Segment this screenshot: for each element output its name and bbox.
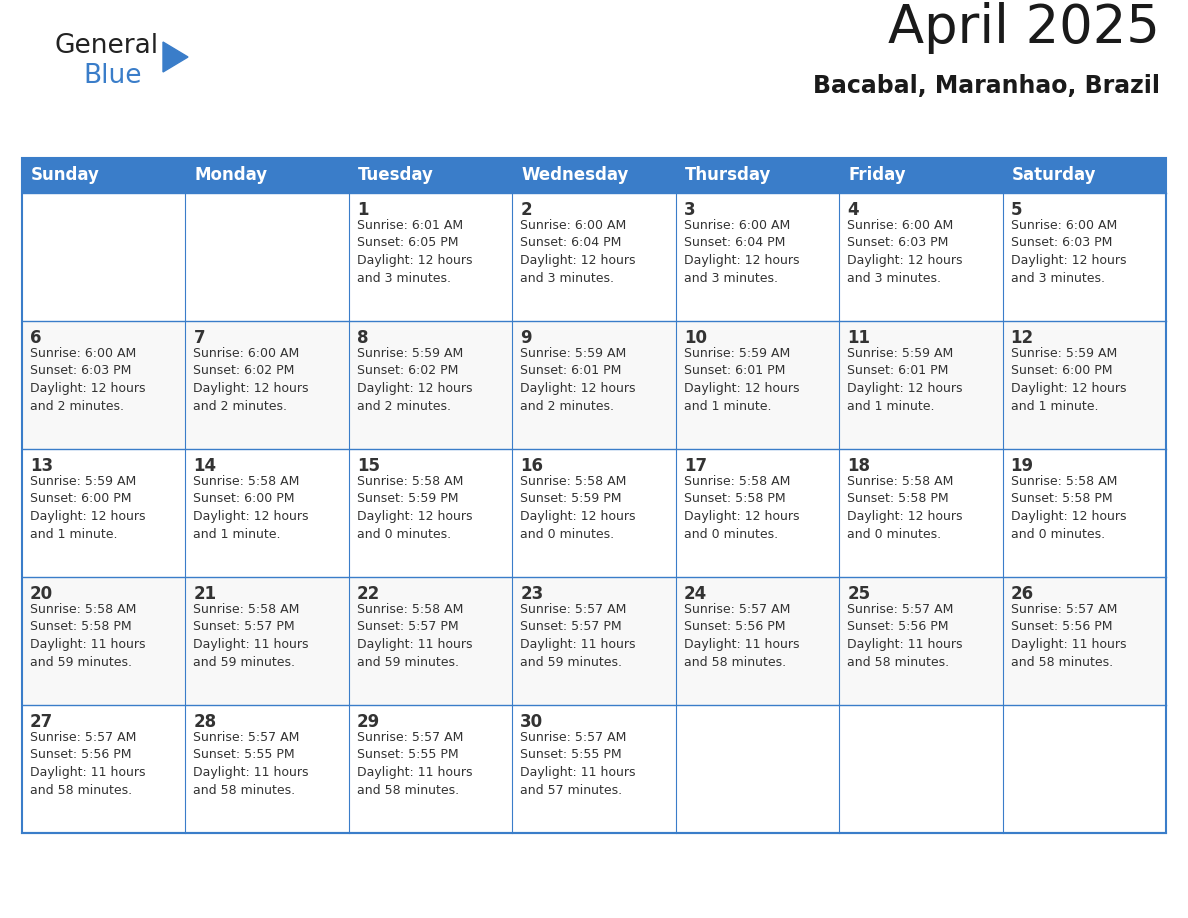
Text: Sunrise: 5:58 AM
Sunset: 6:00 PM
Daylight: 12 hours
and 1 minute.: Sunrise: 5:58 AM Sunset: 6:00 PM Dayligh… <box>194 475 309 541</box>
Bar <box>23 193 1165 321</box>
Text: Bacabal, Maranhao, Brazil: Bacabal, Maranhao, Brazil <box>813 74 1159 98</box>
Text: General: General <box>55 33 159 59</box>
Text: Sunrise: 5:58 AM
Sunset: 5:58 PM
Daylight: 12 hours
and 0 minutes.: Sunrise: 5:58 AM Sunset: 5:58 PM Dayligh… <box>847 475 962 541</box>
Bar <box>349 158 512 193</box>
Text: Sunrise: 6:00 AM
Sunset: 6:03 PM
Daylight: 12 hours
and 3 minutes.: Sunrise: 6:00 AM Sunset: 6:03 PM Dayligh… <box>1011 219 1126 285</box>
Text: 18: 18 <box>847 457 870 475</box>
Text: 5: 5 <box>1011 201 1022 219</box>
Text: Monday: Monday <box>195 166 267 185</box>
Text: 19: 19 <box>1011 457 1034 475</box>
Text: Sunrise: 5:57 AM
Sunset: 5:55 PM
Daylight: 11 hours
and 58 minutes.: Sunrise: 5:57 AM Sunset: 5:55 PM Dayligh… <box>356 731 473 797</box>
Text: 7: 7 <box>194 329 206 347</box>
Text: 17: 17 <box>684 457 707 475</box>
Text: 9: 9 <box>520 329 532 347</box>
Text: 6: 6 <box>30 329 42 347</box>
Text: Tuesday: Tuesday <box>358 166 434 185</box>
Text: Sunrise: 6:00 AM
Sunset: 6:03 PM
Daylight: 12 hours
and 2 minutes.: Sunrise: 6:00 AM Sunset: 6:03 PM Dayligh… <box>30 347 145 412</box>
Text: Sunrise: 5:57 AM
Sunset: 5:55 PM
Daylight: 11 hours
and 58 minutes.: Sunrise: 5:57 AM Sunset: 5:55 PM Dayligh… <box>194 731 309 797</box>
Text: 4: 4 <box>847 201 859 219</box>
Text: 3: 3 <box>684 201 695 219</box>
Text: 26: 26 <box>1011 585 1034 603</box>
Text: 21: 21 <box>194 585 216 603</box>
Text: 8: 8 <box>356 329 368 347</box>
Text: Sunrise: 6:00 AM
Sunset: 6:03 PM
Daylight: 12 hours
and 3 minutes.: Sunrise: 6:00 AM Sunset: 6:03 PM Dayligh… <box>847 219 962 285</box>
Text: 27: 27 <box>30 713 53 731</box>
Text: 11: 11 <box>847 329 870 347</box>
Text: Sunrise: 5:59 AM
Sunset: 6:00 PM
Daylight: 12 hours
and 1 minute.: Sunrise: 5:59 AM Sunset: 6:00 PM Dayligh… <box>30 475 145 541</box>
Text: Sunrise: 5:59 AM
Sunset: 6:02 PM
Daylight: 12 hours
and 2 minutes.: Sunrise: 5:59 AM Sunset: 6:02 PM Dayligh… <box>356 347 473 412</box>
Bar <box>23 321 1165 449</box>
Text: Sunrise: 5:58 AM
Sunset: 5:59 PM
Daylight: 12 hours
and 0 minutes.: Sunrise: 5:58 AM Sunset: 5:59 PM Dayligh… <box>356 475 473 541</box>
Text: Blue: Blue <box>83 63 141 89</box>
Bar <box>23 577 1165 705</box>
Text: 30: 30 <box>520 713 543 731</box>
Polygon shape <box>163 42 188 72</box>
Text: Sunrise: 5:58 AM
Sunset: 5:58 PM
Daylight: 12 hours
and 0 minutes.: Sunrise: 5:58 AM Sunset: 5:58 PM Dayligh… <box>684 475 800 541</box>
Text: 20: 20 <box>30 585 53 603</box>
Text: Sunrise: 5:59 AM
Sunset: 6:01 PM
Daylight: 12 hours
and 1 minute.: Sunrise: 5:59 AM Sunset: 6:01 PM Dayligh… <box>847 347 962 412</box>
Text: Sunrise: 6:00 AM
Sunset: 6:04 PM
Daylight: 12 hours
and 3 minutes.: Sunrise: 6:00 AM Sunset: 6:04 PM Dayligh… <box>684 219 800 285</box>
Text: Friday: Friday <box>848 166 905 185</box>
Text: Thursday: Thursday <box>684 166 771 185</box>
Bar <box>185 158 349 193</box>
Text: 25: 25 <box>847 585 871 603</box>
Text: 10: 10 <box>684 329 707 347</box>
Text: Sunrise: 5:58 AM
Sunset: 5:58 PM
Daylight: 11 hours
and 59 minutes.: Sunrise: 5:58 AM Sunset: 5:58 PM Dayligh… <box>30 603 145 668</box>
Text: Saturday: Saturday <box>1011 166 1097 185</box>
Text: Sunrise: 5:58 AM
Sunset: 5:58 PM
Daylight: 12 hours
and 0 minutes.: Sunrise: 5:58 AM Sunset: 5:58 PM Dayligh… <box>1011 475 1126 541</box>
Text: 22: 22 <box>356 585 380 603</box>
Text: Sunrise: 5:59 AM
Sunset: 6:00 PM
Daylight: 12 hours
and 1 minute.: Sunrise: 5:59 AM Sunset: 6:00 PM Dayligh… <box>1011 347 1126 412</box>
Text: April 2025: April 2025 <box>889 2 1159 54</box>
Text: Sunrise: 5:57 AM
Sunset: 5:56 PM
Daylight: 11 hours
and 58 minutes.: Sunrise: 5:57 AM Sunset: 5:56 PM Dayligh… <box>1011 603 1126 668</box>
Bar <box>512 158 676 193</box>
Bar <box>23 158 1165 833</box>
Text: Wednesday: Wednesday <box>522 166 628 185</box>
Text: Sunrise: 5:58 AM
Sunset: 5:59 PM
Daylight: 12 hours
and 0 minutes.: Sunrise: 5:58 AM Sunset: 5:59 PM Dayligh… <box>520 475 636 541</box>
Text: Sunrise: 5:57 AM
Sunset: 5:56 PM
Daylight: 11 hours
and 58 minutes.: Sunrise: 5:57 AM Sunset: 5:56 PM Dayligh… <box>30 731 145 797</box>
Text: 24: 24 <box>684 585 707 603</box>
Text: Sunrise: 5:57 AM
Sunset: 5:56 PM
Daylight: 11 hours
and 58 minutes.: Sunrise: 5:57 AM Sunset: 5:56 PM Dayligh… <box>847 603 962 668</box>
Text: 12: 12 <box>1011 329 1034 347</box>
Bar <box>839 158 1003 193</box>
Text: Sunrise: 5:58 AM
Sunset: 5:57 PM
Daylight: 11 hours
and 59 minutes.: Sunrise: 5:58 AM Sunset: 5:57 PM Dayligh… <box>194 603 309 668</box>
Text: 13: 13 <box>30 457 53 475</box>
Text: Sunrise: 5:57 AM
Sunset: 5:56 PM
Daylight: 11 hours
and 58 minutes.: Sunrise: 5:57 AM Sunset: 5:56 PM Dayligh… <box>684 603 800 668</box>
Text: 14: 14 <box>194 457 216 475</box>
Text: Sunrise: 5:59 AM
Sunset: 6:01 PM
Daylight: 12 hours
and 1 minute.: Sunrise: 5:59 AM Sunset: 6:01 PM Dayligh… <box>684 347 800 412</box>
Bar <box>23 705 1165 833</box>
Text: 1: 1 <box>356 201 368 219</box>
Bar <box>23 449 1165 577</box>
Text: 2: 2 <box>520 201 532 219</box>
Text: Sunrise: 5:57 AM
Sunset: 5:55 PM
Daylight: 11 hours
and 57 minutes.: Sunrise: 5:57 AM Sunset: 5:55 PM Dayligh… <box>520 731 636 797</box>
Text: 29: 29 <box>356 713 380 731</box>
Text: 23: 23 <box>520 585 544 603</box>
Bar <box>23 158 185 193</box>
Text: Sunrise: 6:00 AM
Sunset: 6:02 PM
Daylight: 12 hours
and 2 minutes.: Sunrise: 6:00 AM Sunset: 6:02 PM Dayligh… <box>194 347 309 412</box>
Text: 15: 15 <box>356 457 380 475</box>
Text: Sunrise: 5:57 AM
Sunset: 5:57 PM
Daylight: 11 hours
and 59 minutes.: Sunrise: 5:57 AM Sunset: 5:57 PM Dayligh… <box>520 603 636 668</box>
Bar <box>1003 158 1165 193</box>
Text: 16: 16 <box>520 457 543 475</box>
Text: Sunday: Sunday <box>31 166 100 185</box>
Text: Sunrise: 6:00 AM
Sunset: 6:04 PM
Daylight: 12 hours
and 3 minutes.: Sunrise: 6:00 AM Sunset: 6:04 PM Dayligh… <box>520 219 636 285</box>
Text: Sunrise: 5:59 AM
Sunset: 6:01 PM
Daylight: 12 hours
and 2 minutes.: Sunrise: 5:59 AM Sunset: 6:01 PM Dayligh… <box>520 347 636 412</box>
Text: 28: 28 <box>194 713 216 731</box>
Text: Sunrise: 6:01 AM
Sunset: 6:05 PM
Daylight: 12 hours
and 3 minutes.: Sunrise: 6:01 AM Sunset: 6:05 PM Dayligh… <box>356 219 473 285</box>
Text: Sunrise: 5:58 AM
Sunset: 5:57 PM
Daylight: 11 hours
and 59 minutes.: Sunrise: 5:58 AM Sunset: 5:57 PM Dayligh… <box>356 603 473 668</box>
Bar <box>676 158 839 193</box>
